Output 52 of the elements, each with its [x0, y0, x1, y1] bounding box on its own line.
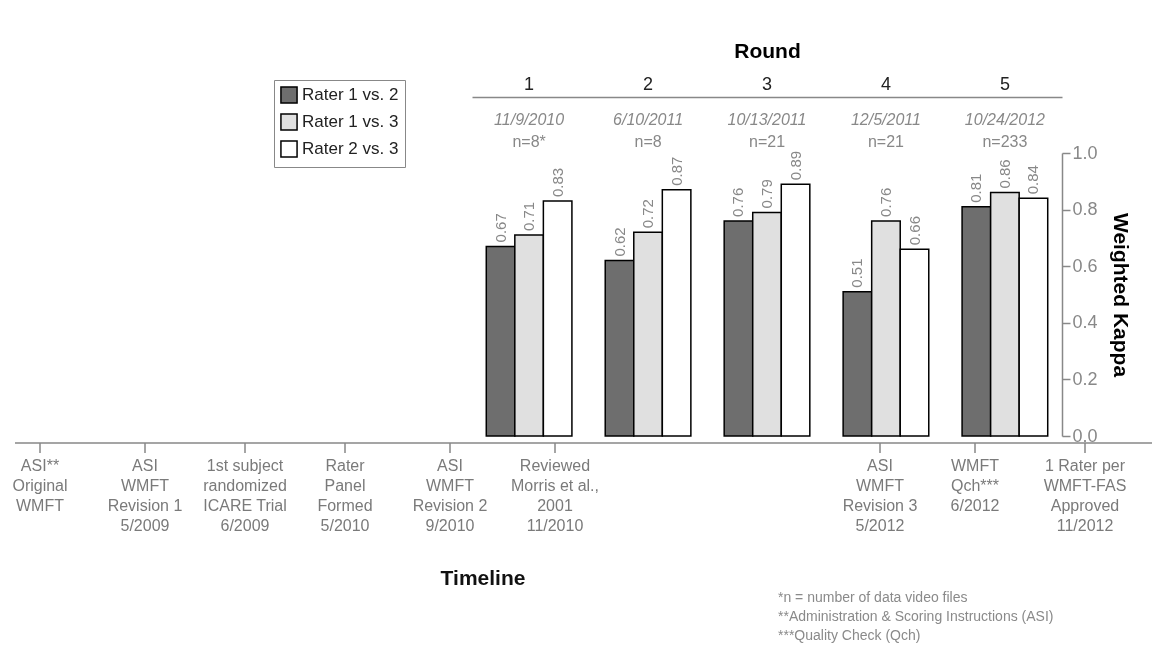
text: 6/10/2011 [613, 111, 684, 128]
data-label: 0.51 [848, 258, 866, 288]
y-tick-label: 0.2 [1072, 368, 1098, 389]
legend-label: Rater 1 vs. 3 [302, 112, 399, 131]
y-tick-label: 1.0 [1072, 142, 1098, 163]
data-label: 0.87 [667, 156, 685, 186]
text: ASI WMFT Revision 2 9/2010 [412, 456, 488, 536]
y-axis-title: Weighted Kappa [1109, 212, 1133, 378]
text: n=21 [748, 133, 786, 150]
data-label: 0.89 [786, 150, 804, 181]
data-label: 0.67 [491, 213, 509, 243]
text: 10/13/2011 [727, 111, 807, 128]
legend-label: Rater 1 vs. 2 [302, 85, 399, 104]
text: n=21 [867, 133, 905, 150]
text: Reviewed Morris et al., 2001 11/2010 [510, 456, 600, 536]
text: 1st subject randomized ICARE Trial 6/2009 [203, 456, 287, 536]
y-tick-label: 0.6 [1072, 255, 1098, 276]
data-label: 0.83 [548, 167, 566, 198]
text: ASI** Original WMFT [12, 456, 68, 516]
data-label: 0.62 [610, 227, 628, 257]
data-label: 0.84 [1024, 165, 1042, 195]
text: 12/5/2011 [850, 111, 921, 128]
data-label: 0.72 [639, 199, 657, 229]
text: n=8 [634, 133, 662, 150]
text: n=8* [512, 133, 546, 150]
data-label: 0.79 [758, 179, 775, 209]
x-tick-label: 3 [761, 73, 773, 94]
text: ASI WMFT Revision 3 5/2012 [842, 456, 918, 536]
data-label: 0.71 [520, 201, 538, 232]
data-label: 0.81 [967, 173, 985, 203]
legend-label: Rater 2 vs. 3 [302, 139, 399, 158]
text: 10/24/2012 [964, 111, 1046, 128]
text: Rater Panel Formed 5/2010 [317, 456, 373, 536]
data-label: 0.66 [905, 216, 923, 246]
y-tick-label: 0.4 [1072, 312, 1098, 333]
x-tick-label: 4 [880, 73, 891, 94]
data-label: 0.76 [729, 187, 747, 217]
x-tick-label: 2 [643, 73, 654, 94]
text: Timeline [440, 566, 526, 590]
text: 1 Rater per WMFT-FAS Approved 11/2012 [1043, 456, 1127, 536]
x-tick-label: 5 [999, 73, 1010, 94]
y-tick-label: 0.8 [1072, 199, 1098, 220]
data-label: 0.76 [876, 187, 894, 217]
text: 11/9/2010 [494, 111, 565, 128]
x-axis-title: Round [734, 38, 801, 62]
text: n=233 [982, 133, 1028, 150]
y-tick-label: 0.0 [1072, 425, 1098, 446]
text: ASI WMFT Revision 1 5/2009 [107, 456, 183, 536]
x-tick-label: 1 [524, 73, 535, 94]
text: WMFT Qch*** 6/2012 [950, 456, 1000, 516]
text: *n = number of data video files **Administration & Scoring Instructions (ASI) ***Quality Check (Qch) [778, 589, 1054, 643]
data-label: 0.86 [995, 159, 1013, 189]
